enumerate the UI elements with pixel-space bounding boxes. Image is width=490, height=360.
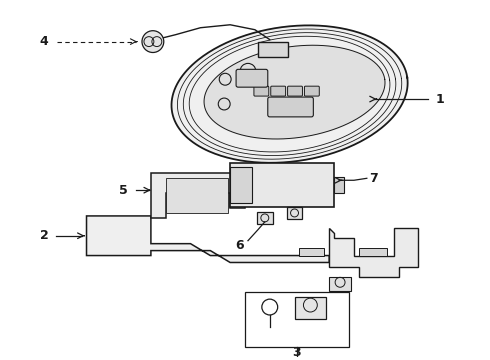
Polygon shape — [204, 45, 385, 139]
FancyBboxPatch shape — [287, 207, 302, 219]
Polygon shape — [166, 178, 228, 213]
FancyBboxPatch shape — [304, 86, 319, 96]
Polygon shape — [329, 228, 418, 277]
FancyBboxPatch shape — [254, 86, 269, 96]
Circle shape — [142, 31, 164, 53]
Text: 3: 3 — [292, 346, 301, 359]
FancyBboxPatch shape — [294, 297, 326, 319]
Text: 2: 2 — [40, 229, 49, 242]
Polygon shape — [172, 25, 408, 163]
FancyBboxPatch shape — [257, 212, 273, 224]
FancyBboxPatch shape — [271, 86, 286, 96]
FancyBboxPatch shape — [329, 277, 351, 291]
Text: 7: 7 — [369, 172, 378, 185]
FancyBboxPatch shape — [268, 97, 313, 117]
FancyBboxPatch shape — [236, 69, 268, 87]
FancyBboxPatch shape — [359, 248, 387, 256]
FancyBboxPatch shape — [334, 177, 344, 193]
Text: 4: 4 — [40, 35, 49, 48]
Text: 6: 6 — [236, 239, 245, 252]
FancyBboxPatch shape — [299, 248, 324, 256]
FancyBboxPatch shape — [230, 167, 252, 203]
FancyBboxPatch shape — [230, 163, 334, 207]
Polygon shape — [87, 216, 329, 262]
FancyBboxPatch shape — [288, 86, 302, 96]
Text: 1: 1 — [436, 93, 444, 105]
Text: 5: 5 — [119, 184, 127, 197]
FancyBboxPatch shape — [258, 42, 288, 58]
Polygon shape — [151, 173, 245, 218]
